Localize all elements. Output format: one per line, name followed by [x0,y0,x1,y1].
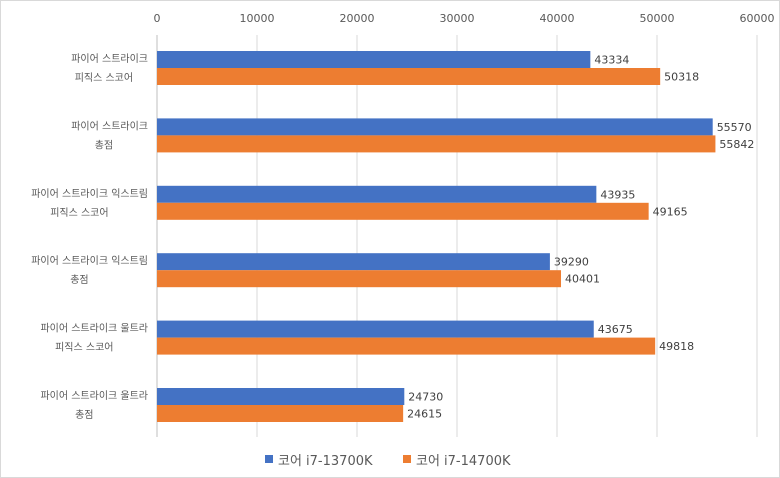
category-label: 파이어 스트라이크 익스트림 [31,255,148,267]
data-label: 40401 [565,273,600,286]
legend-label: 코어 i7-13700K [278,454,373,469]
data-label: 49165 [653,205,688,218]
x-tick-label: 20000 [340,12,375,25]
bar [157,68,661,85]
category-label: 피직스 스코어 [50,207,108,219]
bar [157,320,594,338]
data-label: 39290 [554,256,589,269]
category-label: 피직스 스코어 [55,342,113,354]
category-label: 파이어 스트라이크 익스트림 [31,188,148,200]
bar [157,185,597,203]
legend-label: 코어 i7-14700K [416,454,511,469]
x-tick-label: 40000 [540,12,575,25]
data-label: 50318 [664,71,699,84]
bar [157,135,716,153]
x-tick-label: 10000 [240,12,275,25]
bar [157,118,713,136]
bar [157,270,562,288]
bar [157,337,656,355]
category-label: 총점 [75,409,93,421]
legend-swatch [265,455,273,463]
bar [157,388,405,405]
data-label: 55842 [719,138,754,151]
data-label: 24730 [408,391,443,404]
data-label: 24615 [407,408,442,421]
category-label: 총점 [70,274,88,286]
category-label: 파이어 스트라이크 [71,120,148,132]
x-tick-label: 60000 [740,12,775,25]
data-label: 49818 [659,340,694,353]
category-label: 파이어 스트라이크 울트라 [40,390,148,402]
category-label: 파이어 스트라이크 [71,53,148,65]
x-tick-label: 30000 [440,12,475,25]
data-label: 43675 [598,323,633,336]
category-label: 피직스 스코어 [75,72,133,84]
x-tick-label: 50000 [640,12,675,25]
category-label: 총점 [95,139,113,151]
x-tick-label: 0 [154,12,161,25]
bar [157,405,404,422]
bar [157,253,550,271]
data-label: 55570 [717,121,752,134]
data-label: 43935 [600,188,635,201]
data-label: 43334 [594,54,629,67]
bar [157,202,649,220]
bar [157,51,591,68]
category-label: 파이어 스트라이크 울트라 [40,323,148,335]
legend-swatch [403,455,411,463]
